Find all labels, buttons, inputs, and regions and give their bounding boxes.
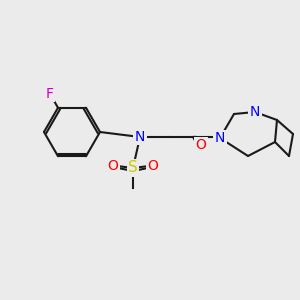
Text: N: N [250, 105, 260, 119]
Text: O: O [196, 138, 206, 152]
Text: O: O [108, 159, 118, 173]
Text: O: O [148, 159, 158, 173]
Text: F: F [46, 87, 54, 101]
Text: S: S [128, 160, 138, 175]
Text: N: N [215, 131, 225, 145]
Text: N: N [135, 130, 145, 144]
